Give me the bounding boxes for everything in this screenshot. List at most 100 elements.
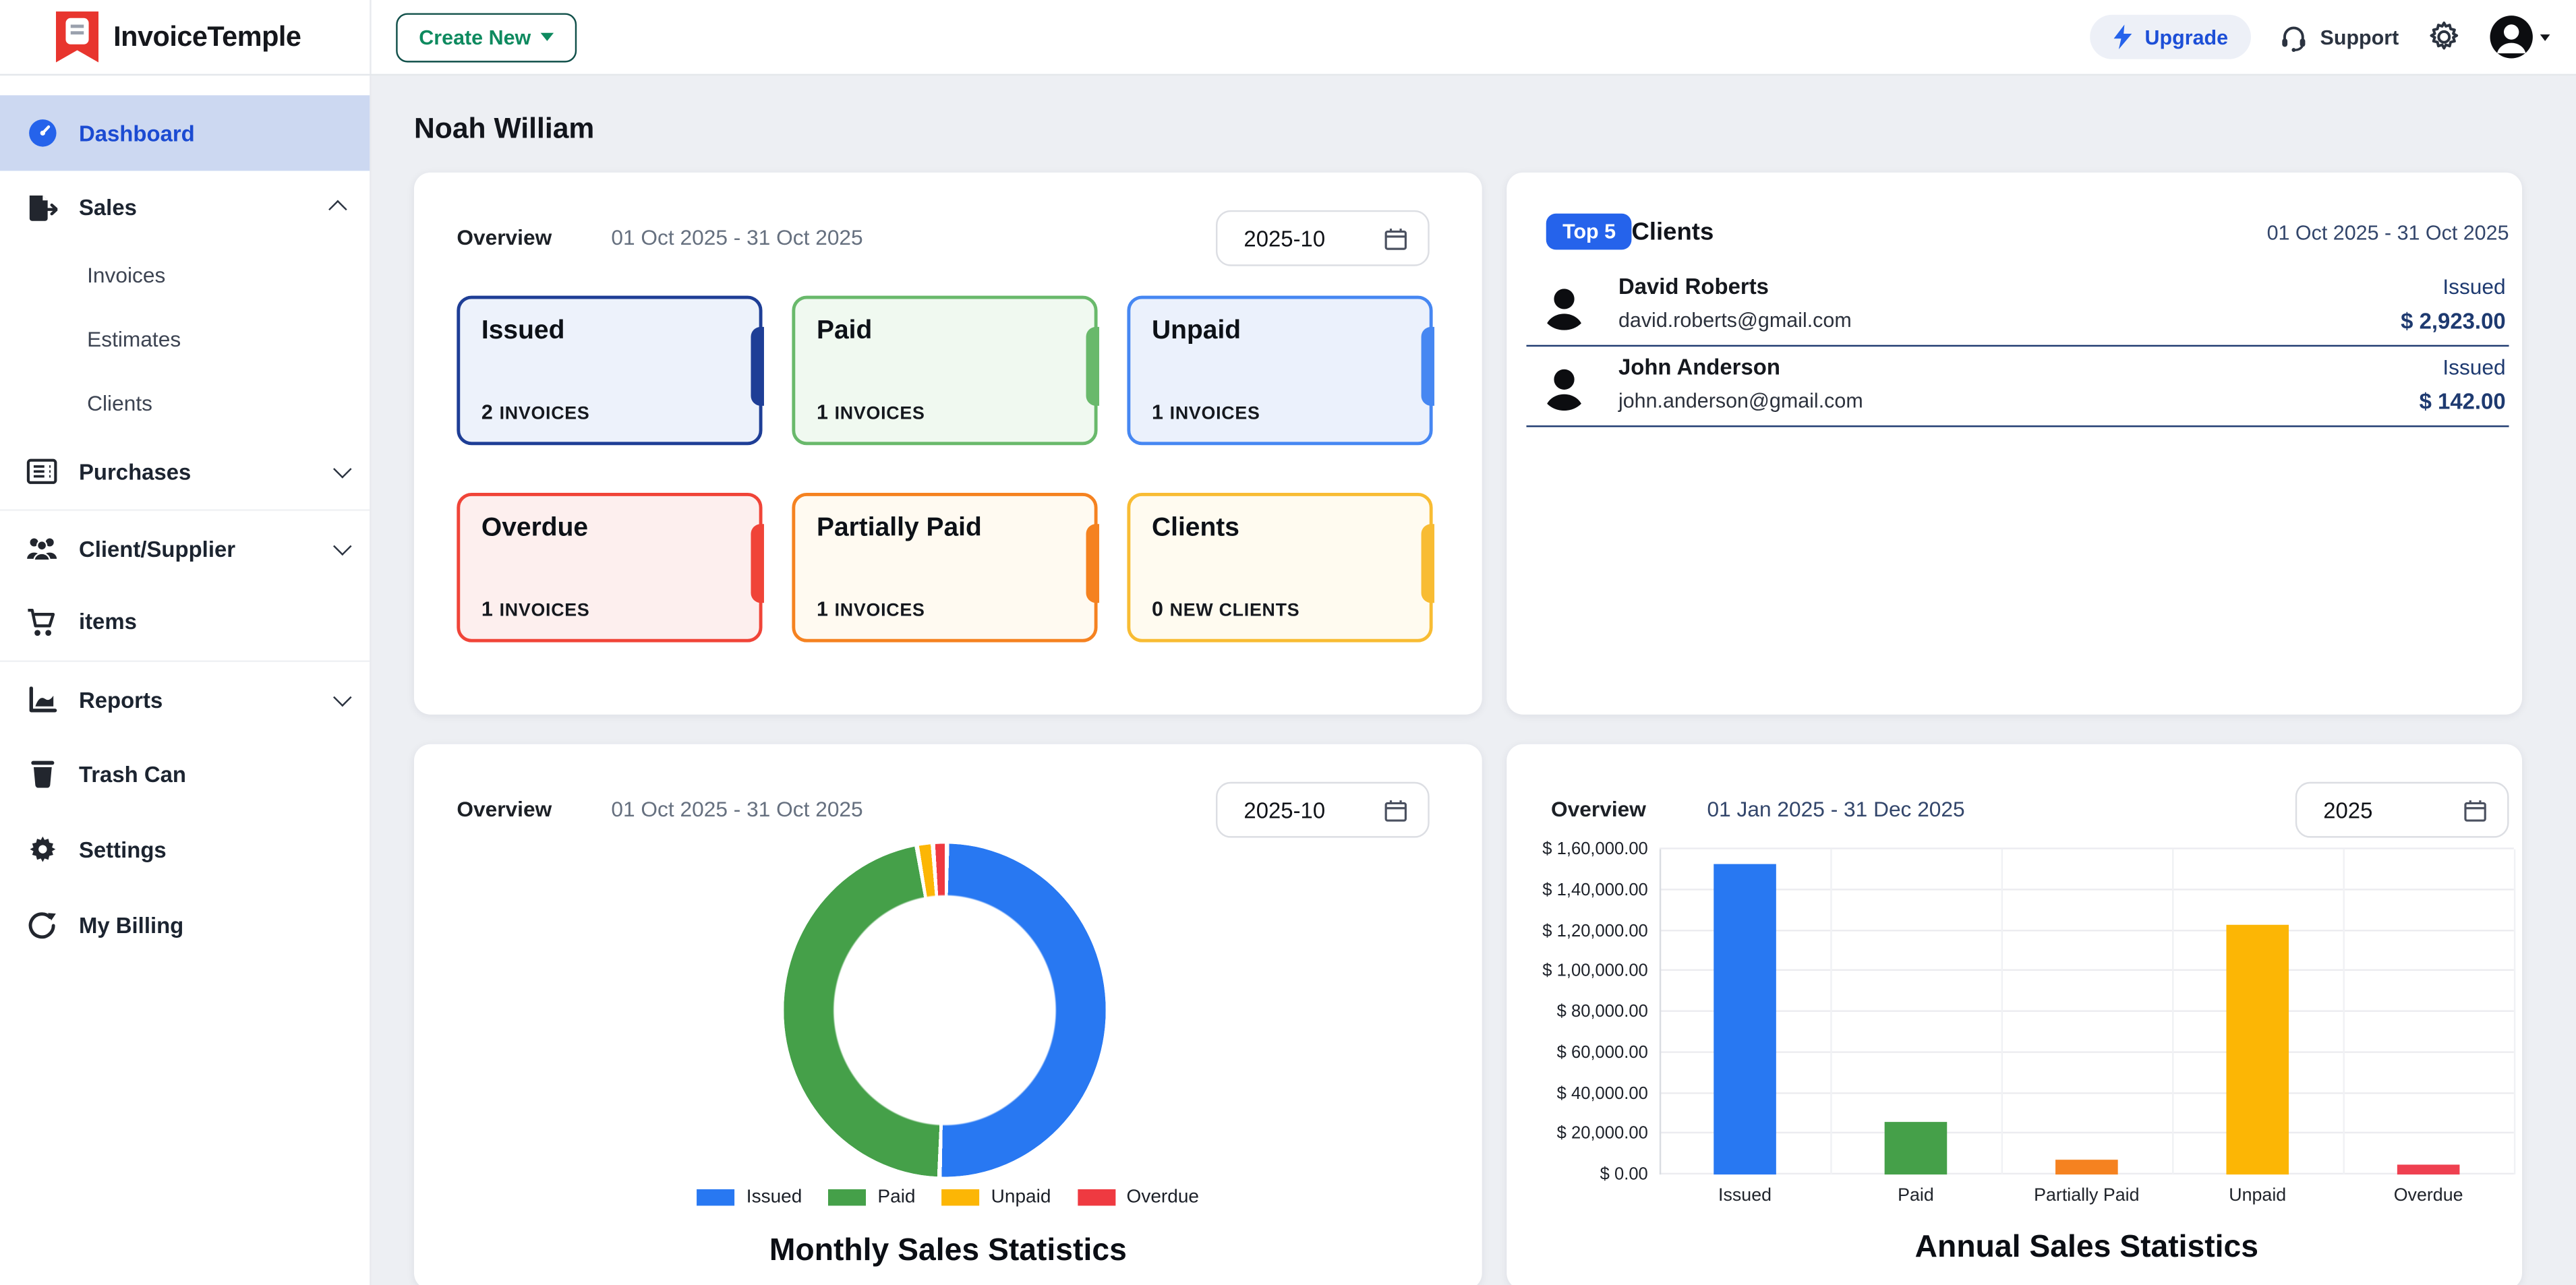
sidebar-item-label: Sales [78,194,137,220]
sidebar-item-reports[interactable]: Reports [0,663,370,736]
support-label: Support [2320,25,2399,49]
bar-overdue [2397,1165,2460,1175]
topbar: InvoiceTemple Create New Upgrade [0,0,2576,76]
receipt-icon [26,456,57,487]
y-tick-label: $ 1,20,000.00 [1542,920,1648,940]
sidebar-item-my-billing[interactable]: My Billing [0,887,370,963]
client-row[interactable]: David Roberts david.roberts@gmail.com Is… [1526,268,2509,347]
client-email: john.anderson@gmail.com [1618,389,1863,413]
upgrade-button[interactable]: Upgrade [2090,14,2252,59]
chevron-down-icon [540,32,554,41]
gridline [1659,1010,2514,1012]
sidebar-item-client-supplier[interactable]: Client/Supplier [0,512,370,585]
sidebar-subitem-estimates[interactable]: Estimates [0,307,370,371]
refresh-icon [26,909,57,940]
gear-icon[interactable] [2427,20,2461,54]
top5-title: Clients [1631,218,1714,247]
sidebar-item-settings[interactable]: Settings [0,812,370,887]
month-picker[interactable]: 2025-10 [1216,781,1430,838]
year-picker-value: 2025 [2323,797,2373,823]
client-name: David Roberts [1618,274,1769,299]
support-button[interactable]: Support [2279,22,2399,52]
sidebar-divider [0,509,370,511]
y-tick-label: $ 20,000.00 [1556,1124,1648,1144]
x-tick-label: Overdue [2393,1186,2463,1206]
stat-count: 1 INVOICES [481,597,590,621]
client-amount: $ 142.00 [2419,389,2506,414]
annual-stats-card: Overview 01 Jan 2025 - 31 Dec 2025 2025 … [1506,744,2523,1285]
top5-date-range: 01 Oct 2025 - 31 Oct 2025 [2266,221,2509,245]
trash-icon [26,758,57,789]
sidebar-subitem-invoices[interactable]: Invoices [0,243,370,307]
month-picker[interactable]: 2025-10 [1216,210,1430,266]
month-picker-value: 2025-10 [1243,226,1326,251]
sidebar-item-label: items [78,609,137,634]
sidebar-item-purchases[interactable]: Purchases [0,436,370,508]
y-tick-label: $ 0.00 [1600,1164,1648,1185]
card-accent-notch [750,327,763,407]
stat-card-issued[interactable]: Issued 2 INVOICES [457,295,763,446]
gridline [2001,849,2003,1175]
client-email: david.roberts@gmail.com [1618,309,1852,332]
account-menu[interactable] [2489,15,2550,59]
bar-paid [1884,1123,1948,1175]
sales-export-icon [26,191,58,222]
sidebar-item-items[interactable]: items [0,585,370,659]
lightning-icon [2114,24,2133,50]
card-accent-notch [1085,327,1099,407]
client-name: John Anderson [1618,355,1780,380]
gridline [1830,849,1832,1175]
stat-card-overdue[interactable]: Overdue 1 INVOICES [457,492,763,642]
card-accent-notch [1420,525,1434,603]
stat-title: Paid [816,317,873,345]
x-tick-label: Partially Paid [2034,1186,2140,1206]
y-tick-label: $ 1,40,000.00 [1542,880,1648,900]
create-new-button[interactable]: Create New [396,12,577,62]
y-tick-label: $ 1,60,000.00 [1542,839,1648,860]
monthly-stats-card: Overview 01 Oct 2025 - 31 Oct 2025 2025-… [413,744,1482,1285]
sidebar-item-sales[interactable]: Sales [0,171,370,243]
main-content: Noah William Overview 01 Oct 2025 - 31 O… [371,76,2576,1285]
upgrade-label: Upgrade [2144,25,2229,49]
gear-icon [26,834,57,865]
legend-item: Unpaid [941,1188,1051,1207]
top5-badge: Top 5 [1546,213,1633,250]
legend-label: Overdue [1126,1187,1199,1207]
client-row[interactable]: John Anderson john.anderson@gmail.com Is… [1526,349,2509,427]
overview-stats-card: Overview 01 Oct 2025 - 31 Oct 2025 2025-… [413,172,1482,715]
card-accent-notch [1085,525,1099,603]
monthly-donut-chart [784,843,1106,1177]
logo[interactable]: InvoiceTemple [0,0,372,74]
stat-card-paid[interactable]: Paid 1 INVOICES [792,295,1099,446]
overview-date-range: 01 Oct 2025 - 31 Oct 2025 [611,225,863,250]
chevron-up-icon [328,200,347,219]
legend-label: Issued [746,1187,802,1207]
stat-title: Unpaid [1151,317,1241,345]
subitem-label: Estimates [87,326,181,352]
client-status: Issued [2442,274,2506,299]
chevron-down-icon [2540,33,2550,40]
client-amount: $ 2,923.00 [2401,309,2506,334]
legend-swatch [1077,1189,1115,1206]
gridline [1659,849,1662,1175]
sidebar-item-label: Settings [78,837,167,862]
topbar-actions: Upgrade Support [2090,14,2576,59]
stat-card-clients[interactable]: Clients 0 NEW CLIENTS [1127,492,1434,642]
stat-card-partially-paid[interactable]: Partially Paid 1 INVOICES [792,492,1099,642]
stat-count: 1 INVOICES [1151,400,1260,424]
stat-count: 1 INVOICES [816,400,925,424]
sidebar-item-dashboard[interactable]: Dashboard [0,95,370,171]
year-picker[interactable]: 2025 [2295,781,2509,838]
stat-title: Clients [1151,514,1239,543]
client-avatar [1540,281,1589,338]
stat-card-unpaid[interactable]: Unpaid 1 INVOICES [1127,295,1434,446]
sidebar-item-label: Reports [78,687,163,713]
overview-date-range: 01 Jan 2025 - 31 Dec 2025 [1707,796,1965,822]
gridline [1659,1050,2514,1053]
x-tick-label: Unpaid [2229,1186,2287,1206]
sidebar-subitem-clients[interactable]: Clients [0,371,370,436]
sidebar-item-trash-can[interactable]: Trash Can [0,736,370,812]
sidebar: Dashboard Sales Invoices Estimates Clien… [0,76,372,1285]
